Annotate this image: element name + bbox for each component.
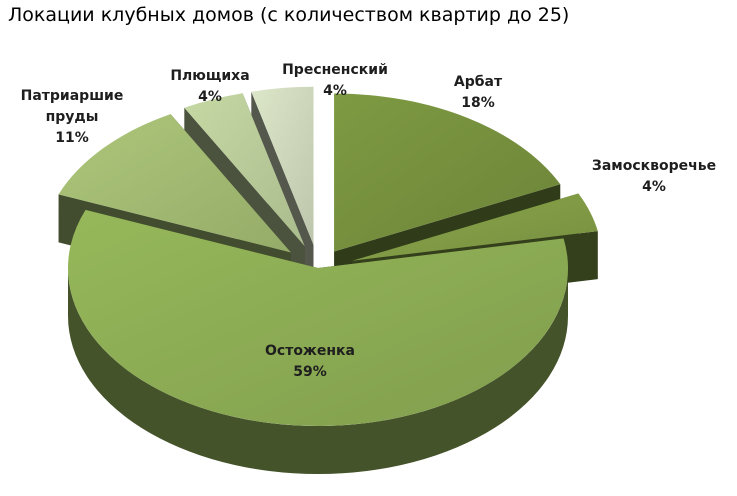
pie-label-line: Пресненский (282, 62, 388, 78)
pie-label-4: Плющиха 4% (170, 68, 249, 105)
pie-label-line: 4% (198, 89, 222, 105)
pie-label-line: 4% (642, 179, 666, 195)
pie-label-line: 18% (461, 95, 495, 111)
pie-label-1: Замоскворечье 4% (592, 158, 716, 195)
pie-label-5: Пресненский 4% (282, 62, 388, 99)
pie-slice-0-top (334, 93, 561, 252)
pie-label-line: Замоскворечье (592, 158, 716, 174)
pie-label-3: Патриаршие пруды 11% (21, 88, 124, 146)
pie-slice-2 (68, 209, 569, 474)
pie-slice-4-top (184, 93, 305, 247)
chart-title: Локации клубных домов (с количеством ква… (8, 4, 570, 26)
pie-slice-2-outer-side (68, 268, 568, 474)
pie-label-2: Остоженка 59% (265, 343, 355, 380)
pie-label-0: Арбат 18% (454, 74, 503, 111)
pie-label-line: Арбат (454, 74, 503, 90)
pie-label-line: пруды (46, 109, 99, 125)
pie-label-line: Плющиха (170, 68, 249, 84)
pie-label-line: 11% (55, 130, 89, 146)
pie-label-line: 4% (323, 83, 347, 99)
pie-slice-1-top (352, 193, 598, 261)
pie-slice-3-top (58, 114, 291, 253)
pie-label-line: Остоженка (265, 343, 355, 359)
pie-label-line: Патриаршие (21, 88, 124, 104)
pie-slice-2-top (68, 209, 569, 426)
pie-label-line: 59% (293, 364, 327, 380)
pie-slice-5-top (251, 86, 314, 245)
